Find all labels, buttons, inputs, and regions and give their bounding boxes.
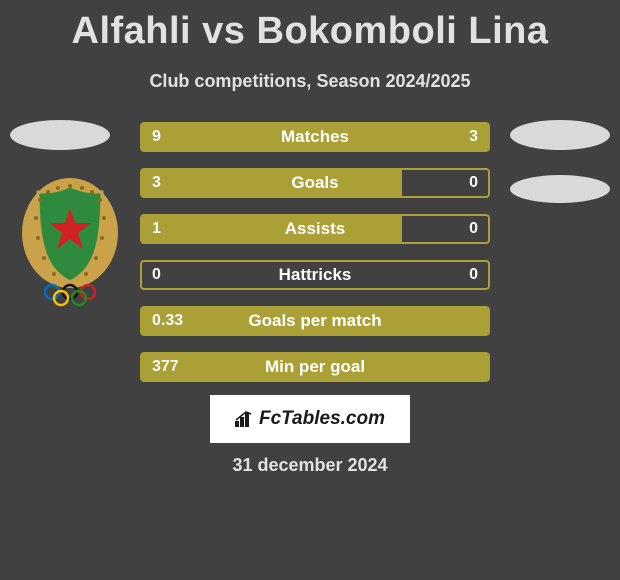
team-logo-right-placeholder-1 <box>510 120 610 150</box>
stat-label: Assists <box>142 216 488 242</box>
stat-row-min-per-goal: 377 Min per goal <box>140 352 490 382</box>
stat-row-matches: 9 Matches 3 <box>140 122 490 152</box>
attribution-text: FcTables.com <box>259 408 385 430</box>
date-label: 31 december 2024 <box>0 455 620 476</box>
stat-label: Goals per match <box>142 308 488 334</box>
stat-label: Min per goal <box>142 354 488 380</box>
team-crest-left <box>18 178 122 308</box>
stat-row-goals: 3 Goals 0 <box>140 168 490 198</box>
stat-label: Hattricks <box>142 262 488 288</box>
stat-label: Goals <box>142 170 488 196</box>
stat-row-goals-per-match: 0.33 Goals per match <box>140 306 490 336</box>
stats-bars: 9 Matches 3 3 Goals 0 1 Assists 0 0 Hatt… <box>140 122 490 398</box>
stat-label: Matches <box>142 124 488 150</box>
stat-row-hattricks: 0 Hattricks 0 <box>140 260 490 290</box>
subtitle: Club competitions, Season 2024/2025 <box>0 71 620 92</box>
stat-row-assists: 1 Assists 0 <box>140 214 490 244</box>
team-logo-left-placeholder <box>10 120 110 150</box>
attribution-badge[interactable]: FcTables.com <box>210 395 410 443</box>
stat-value-right: 0 <box>469 262 478 288</box>
stat-value-right: 0 <box>469 216 478 242</box>
page-title: Alfahli vs Bokomboli Lina <box>0 0 620 53</box>
stat-value-right: 0 <box>469 170 478 196</box>
stat-value-right: 3 <box>469 124 478 150</box>
team-logo-right-placeholder-2 <box>510 175 610 203</box>
bar-chart-icon <box>235 411 255 427</box>
